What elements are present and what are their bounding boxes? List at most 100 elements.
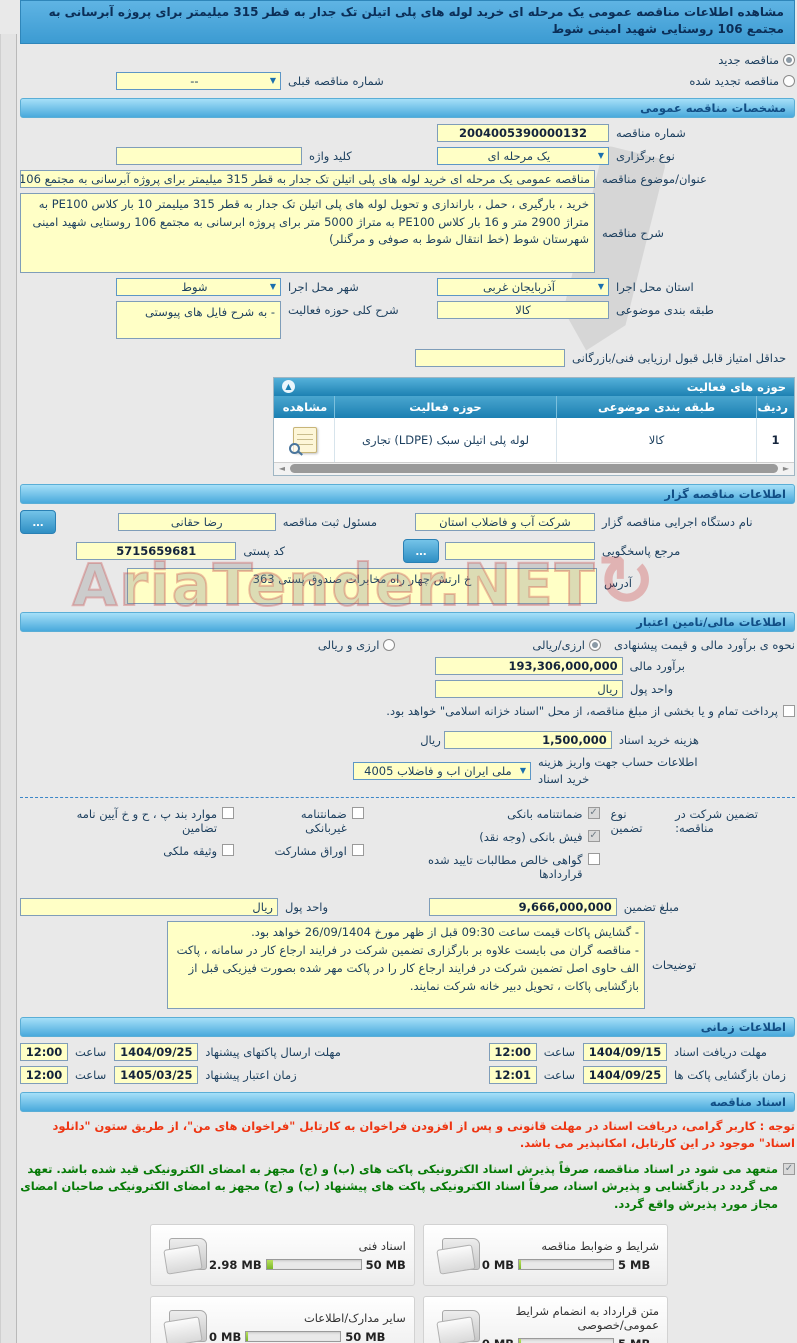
property-collateral-checkbox[interactable] xyxy=(222,844,235,857)
new-tender-radio[interactable] xyxy=(783,53,795,66)
notes-textarea[interactable]: - گشایش پاکات قیمت ساعت 09:30 قبل از ظهر… xyxy=(167,921,645,1010)
renewed-tender-radio[interactable] xyxy=(783,74,795,87)
holding-type-select[interactable]: ▼ یک مرحله ای xyxy=(437,146,609,165)
bylaw-items-label: موارد بند پ ، ح و خ آیین نامه تضامین xyxy=(76,807,218,836)
chevron-down-icon: ▼ xyxy=(597,281,604,291)
doc-receive-deadline-label: مهلت دریافت اسناد xyxy=(674,1045,767,1060)
postal-code-field[interactable]: 5715659681 xyxy=(76,541,237,560)
guarantee-currency-field[interactable]: ریال xyxy=(20,898,278,917)
section-schedule: اطلاعات زمانی xyxy=(20,1017,795,1038)
activity-scope-field[interactable]: - به شرح فایل های پیوستی xyxy=(116,300,281,339)
scroll-left-icon[interactable]: ◄ xyxy=(278,464,286,474)
column-header-index: ردیف xyxy=(756,395,794,418)
both-currency-radio[interactable] xyxy=(383,638,396,651)
envelope-opening-label: زمان بازگشایی پاکت ها xyxy=(674,1068,786,1083)
doc-receive-deadline-time[interactable]: 12:00 xyxy=(488,1043,537,1062)
collapse-icon[interactable]: ▲ xyxy=(282,380,295,394)
description-textarea[interactable]: خرید ، بارگیری ، حمل ، باراندازی و تحویل… xyxy=(20,192,595,273)
prev-tender-number-select[interactable]: ▼ -- xyxy=(116,71,281,90)
file-progress-bar xyxy=(265,1259,362,1271)
city-value: شوط xyxy=(181,279,208,294)
currency-unit-field[interactable]: ریال xyxy=(434,679,623,698)
agency-name-field[interactable]: شرکت آب و فاضلاب استان xyxy=(415,512,595,531)
guarantee-title: تضمین شرکت در مناقصه: xyxy=(675,807,758,836)
file-max-size: 50 MB xyxy=(345,1329,386,1343)
file-box-contract[interactable]: متن قرارداد به انضمام شرایط عمومی/خصوصی … xyxy=(422,1296,668,1343)
holding-type-label: نوع برگزاری xyxy=(616,148,675,163)
bid-validity-label: زمان اعتبار پیشنهاد xyxy=(205,1068,297,1083)
fee-account-value: ملی ایران اب و فاضلاب 4005 xyxy=(364,763,512,778)
file-box-technical[interactable]: اسناد فنی 2.98 MB 50 MB xyxy=(150,1224,415,1287)
file-used-size: 0 MB xyxy=(209,1329,242,1343)
bid-validity-time[interactable]: 12:00 xyxy=(20,1066,68,1085)
address-field[interactable]: خ ارتش چهار راه مخابرات صندوق پستی 363 xyxy=(127,567,597,604)
scroll-right-icon[interactable]: ► xyxy=(782,464,790,474)
registrar-field[interactable]: رضا حقانی xyxy=(117,512,276,531)
section-general-specs: مشخصات مناقصه عمومی xyxy=(20,97,795,118)
file-progress-bar xyxy=(518,1259,615,1271)
esign-commitment-checkbox[interactable] xyxy=(783,1162,795,1175)
reference-more-button[interactable]: ... xyxy=(403,538,439,563)
subject-category-field[interactable]: کالا xyxy=(437,300,609,319)
bank-guarantee-checkbox[interactable] xyxy=(587,807,600,820)
net-claims-checkbox[interactable] xyxy=(587,853,600,866)
nonbank-guarantee-label: ضمانتنامه غیربانکی xyxy=(300,807,347,836)
left-gutter xyxy=(0,34,17,1343)
bid-validity-date[interactable]: 1405/03/25 xyxy=(114,1066,199,1085)
hour-label: ساعت xyxy=(75,1068,107,1083)
guarantee-currency-label: واحد پول xyxy=(285,900,329,915)
view-details-icon[interactable] xyxy=(289,426,317,454)
subject-field[interactable]: مناقصه عمومی یک مرحله ای خرید لوله های پ… xyxy=(20,169,595,188)
treasury-payment-checkbox[interactable] xyxy=(783,704,795,717)
estimate-method-label: نحوه ی برآورد مالی و قیمت پیشنهادی xyxy=(613,637,795,652)
address-label: آدرس xyxy=(604,575,632,590)
page-title: مشاهده اطلاعات مناقصه عمومی یک مرحله ای … xyxy=(20,0,795,44)
guarantee-amount-field[interactable]: 9,666,000,000 xyxy=(428,898,617,917)
bid-submit-deadline-label: مهلت ارسال پاکتهای پیشنهاد xyxy=(205,1045,341,1060)
attachment-grid: شرایط و ضوابط مناقصه 0 MB 5 MB اسناد فنی… xyxy=(150,1224,668,1343)
doc-fee-field[interactable]: 1,500,000 xyxy=(443,730,612,749)
bank-receipt-label: فیش بانکی (وجه نقد) xyxy=(479,830,583,845)
envelope-opening-date[interactable]: 1404/09/25 xyxy=(583,1066,667,1085)
tender-number-field[interactable]: 2004005390000132 xyxy=(437,123,609,142)
registrar-label: مسئول ثبت مناقصه xyxy=(282,514,377,529)
scrollbar-thumb[interactable] xyxy=(290,464,778,474)
keyword-label: کلید واژه xyxy=(309,148,352,163)
financial-estimate-label: برآورد مالی xyxy=(629,658,685,673)
fee-account-select[interactable]: ▼ ملی ایران اب و فاضلاب 4005 xyxy=(353,761,531,780)
guarantee-amount-label: مبلغ تضمین xyxy=(623,900,679,915)
bank-receipt-checkbox[interactable] xyxy=(587,830,600,843)
doc-fee-currency-label: ریال xyxy=(420,732,441,747)
doc-receive-deadline-date[interactable]: 1404/09/15 xyxy=(583,1043,667,1062)
participation-bonds-checkbox[interactable] xyxy=(351,844,364,857)
file-box-label: اسناد فنی xyxy=(358,1238,406,1253)
file-box-other[interactable]: سایر مدارک/اطلاعات 0 MB 50 MB xyxy=(150,1296,415,1343)
bid-submit-deadline-date[interactable]: 1404/09/25 xyxy=(114,1043,199,1062)
doc-fee-label: هزینه خرید اسناد xyxy=(618,732,699,747)
both-currency-label: ارزی و ریالی xyxy=(317,637,380,652)
activity-table-title: حوزه های فعالیت xyxy=(686,379,786,394)
chevron-down-icon: ▼ xyxy=(269,281,276,291)
currency-unit-label: واحد پول xyxy=(629,681,673,696)
bylaw-items-checkbox[interactable] xyxy=(222,807,235,820)
folder-icon xyxy=(163,1310,209,1343)
file-box-terms[interactable]: شرایط و ضوابط مناقصه 0 MB 5 MB xyxy=(422,1224,668,1287)
horizontal-scrollbar[interactable]: ◄ ► xyxy=(274,461,794,475)
new-tender-label: مناقصه جدید xyxy=(718,52,779,67)
guarantee-type-label: نوع تضمین xyxy=(610,807,643,836)
city-select[interactable]: ▼ شوط xyxy=(116,277,281,296)
envelope-opening-time[interactable]: 12:01 xyxy=(488,1066,537,1085)
financial-estimate-field[interactable]: 193,306,000,000 xyxy=(434,656,623,675)
bid-submit-deadline-time[interactable]: 12:00 xyxy=(20,1043,68,1062)
nonbank-guarantee-checkbox[interactable] xyxy=(351,807,364,820)
net-claims-label: گواهی خالص مطالبات تایید شده قراردادها xyxy=(427,853,583,882)
description-label: شرح مناقصه xyxy=(602,225,664,240)
keyword-input[interactable] xyxy=(116,146,302,165)
activity-table: حوزه های فعالیت ▲ ردیف طبقه بندی موضوعی … xyxy=(273,376,795,476)
reference-input[interactable] xyxy=(445,541,595,560)
rial-currency-radio[interactable] xyxy=(588,638,601,651)
registrar-more-button[interactable]: ... xyxy=(20,509,56,534)
min-score-input[interactable] xyxy=(415,348,565,367)
province-select[interactable]: ▼ آذربایجان غربی xyxy=(437,277,609,296)
chevron-down-icon: ▼ xyxy=(269,75,276,85)
